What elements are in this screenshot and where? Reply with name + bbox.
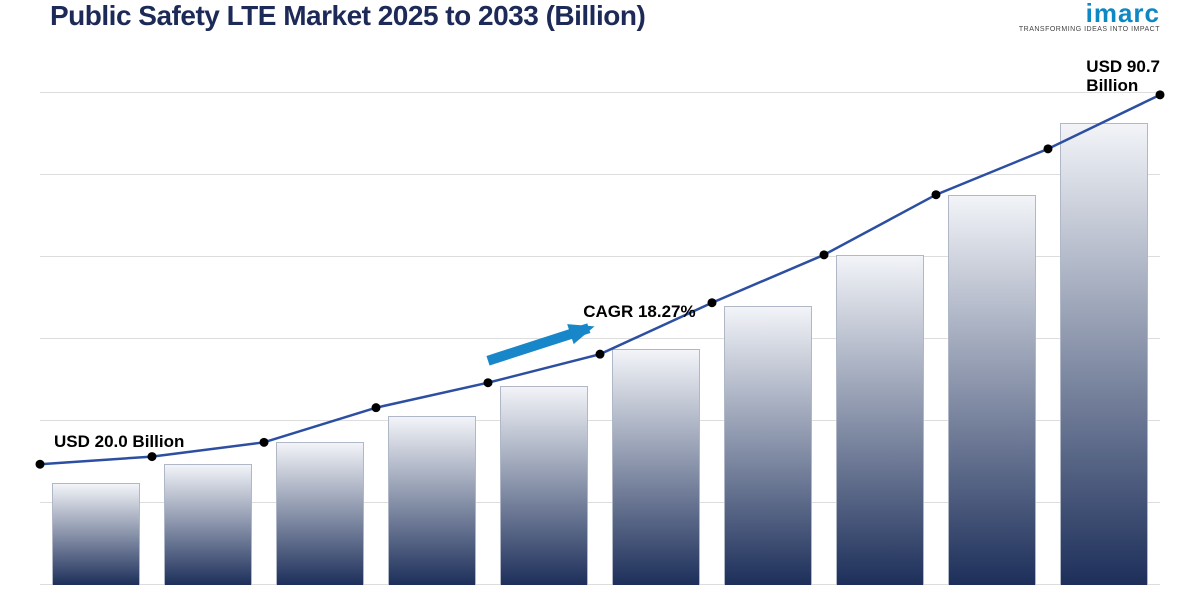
chart-area: USD 20.0 Billion CAGR 18.27% USD 90.7 Bill… <box>40 50 1160 585</box>
data-point <box>372 403 381 412</box>
data-point <box>484 378 493 387</box>
cagr-label: CAGR 18.27% <box>583 302 695 322</box>
trend-line <box>40 95 1160 464</box>
start-value-label: USD 20.0 Billion <box>54 432 184 452</box>
end-value-label: USD 90.7 Billion <box>1086 57 1160 96</box>
chart-title: Public Safety LTE Market 2025 to 2033 (B… <box>50 0 645 32</box>
data-point <box>36 460 45 469</box>
data-point <box>820 250 829 259</box>
data-point <box>148 452 157 461</box>
data-point <box>260 438 269 447</box>
data-point <box>596 350 605 359</box>
cagr-arrow-icon <box>488 324 595 361</box>
data-point <box>708 298 717 307</box>
data-point <box>932 190 941 199</box>
brand-logo: imarc TRANSFORMING IDEAS INTO IMPACT <box>1019 0 1160 33</box>
logo-text: imarc <box>1019 0 1160 26</box>
data-point <box>1044 144 1053 153</box>
logo-tagline: TRANSFORMING IDEAS INTO IMPACT <box>1019 26 1160 33</box>
